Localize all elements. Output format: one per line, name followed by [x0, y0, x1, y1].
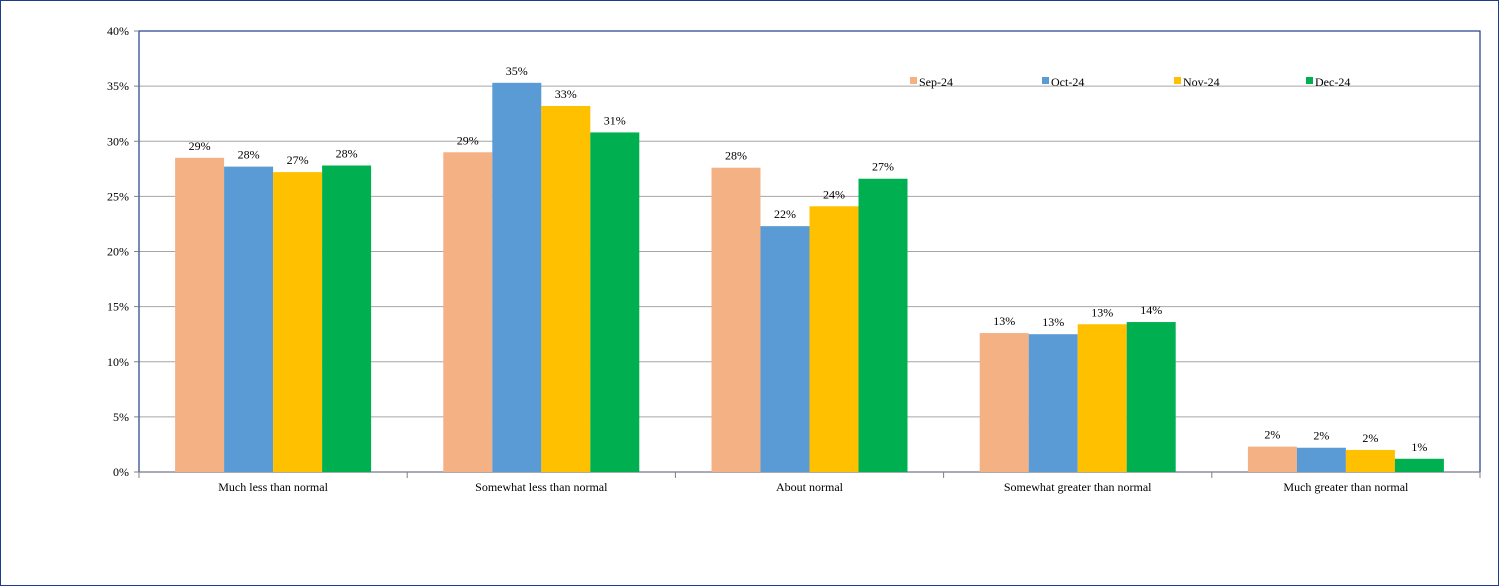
y-tick-label: 40% — [107, 24, 129, 38]
data-label: 28% — [336, 147, 358, 161]
data-label: 31% — [604, 113, 626, 127]
bar-dec-24 — [1394, 458, 1444, 472]
bar-sep-24 — [979, 333, 1029, 472]
x-tick-label: Much greater than normal — [1283, 480, 1409, 494]
bar-nov-24 — [273, 172, 323, 472]
data-label: 33% — [555, 87, 577, 101]
bar-oct-24 — [760, 226, 810, 472]
bar-sep-24 — [711, 167, 761, 472]
y-tick-label: 20% — [107, 245, 129, 259]
legend-swatch — [1042, 77, 1049, 84]
legend-label: Nov-24 — [1183, 75, 1220, 89]
data-label: 35% — [506, 64, 528, 78]
x-tick-label: Somewhat less than normal — [475, 480, 608, 494]
data-label: 29% — [189, 139, 211, 153]
legend: Sep-24 Oct-24 Nov-24 Dec-24 — [910, 75, 1350, 89]
legend-swatch — [910, 77, 917, 84]
data-label: 2% — [1264, 428, 1280, 442]
legend-label: Sep-24 — [919, 75, 953, 89]
bar-dec-24 — [322, 165, 372, 472]
y-tick-label: 35% — [107, 79, 129, 93]
data-label: 27% — [872, 160, 894, 174]
data-label: 28% — [725, 149, 747, 163]
y-tick-label: 25% — [107, 189, 129, 203]
bar-nov-24 — [541, 105, 591, 472]
y-tick-label: 30% — [107, 134, 129, 148]
data-label: 27% — [287, 153, 309, 167]
legend-label: Oct-24 — [1051, 75, 1084, 89]
y-tick-label: 0% — [113, 465, 129, 479]
bar-nov-24 — [809, 206, 859, 473]
data-labels: 29% 29% 28% 13% 2% 28% 35% 22% 13% 2% 27% 33% 24% 13%… — [189, 64, 1428, 454]
bar-sep-24 — [1247, 446, 1297, 472]
y-tick-label: 5% — [113, 410, 129, 424]
x-tick-label: About normal — [776, 480, 844, 494]
data-label: 2% — [1362, 431, 1378, 445]
bar-nov-24 — [1077, 324, 1127, 472]
data-label: 1% — [1411, 440, 1427, 454]
data-label: 13% — [1091, 305, 1113, 319]
x-tick-label: Somewhat greater than normal — [1004, 480, 1152, 494]
bar-sep-24 — [443, 152, 493, 472]
bar-oct-24 — [1296, 447, 1346, 472]
data-label: 14% — [1140, 303, 1162, 317]
legend-swatch — [1306, 77, 1313, 84]
bar-sep-24 — [175, 157, 225, 472]
data-label: 13% — [1042, 315, 1064, 329]
bar-oct-24 — [224, 166, 274, 473]
data-label: 29% — [457, 133, 479, 147]
data-label: 22% — [774, 207, 796, 221]
data-label: 13% — [993, 314, 1015, 328]
legend-label: Dec-24 — [1315, 75, 1350, 89]
data-label: 24% — [823, 187, 845, 201]
bar-oct-24 — [1028, 334, 1078, 472]
bars — [175, 82, 1444, 473]
x-tick-label: Much less than normal — [218, 480, 328, 494]
legend-swatch — [1174, 77, 1181, 84]
data-label: 28% — [238, 148, 260, 162]
data-label: 2% — [1313, 429, 1329, 443]
bar-dec-24 — [858, 178, 908, 473]
bar-dec-24 — [590, 132, 640, 472]
bar-nov-24 — [1345, 449, 1395, 472]
y-tick-label: 10% — [107, 355, 129, 369]
bar-oct-24 — [492, 82, 542, 472]
bar-dec-24 — [1126, 322, 1176, 472]
y-tick-label: 15% — [107, 300, 129, 314]
